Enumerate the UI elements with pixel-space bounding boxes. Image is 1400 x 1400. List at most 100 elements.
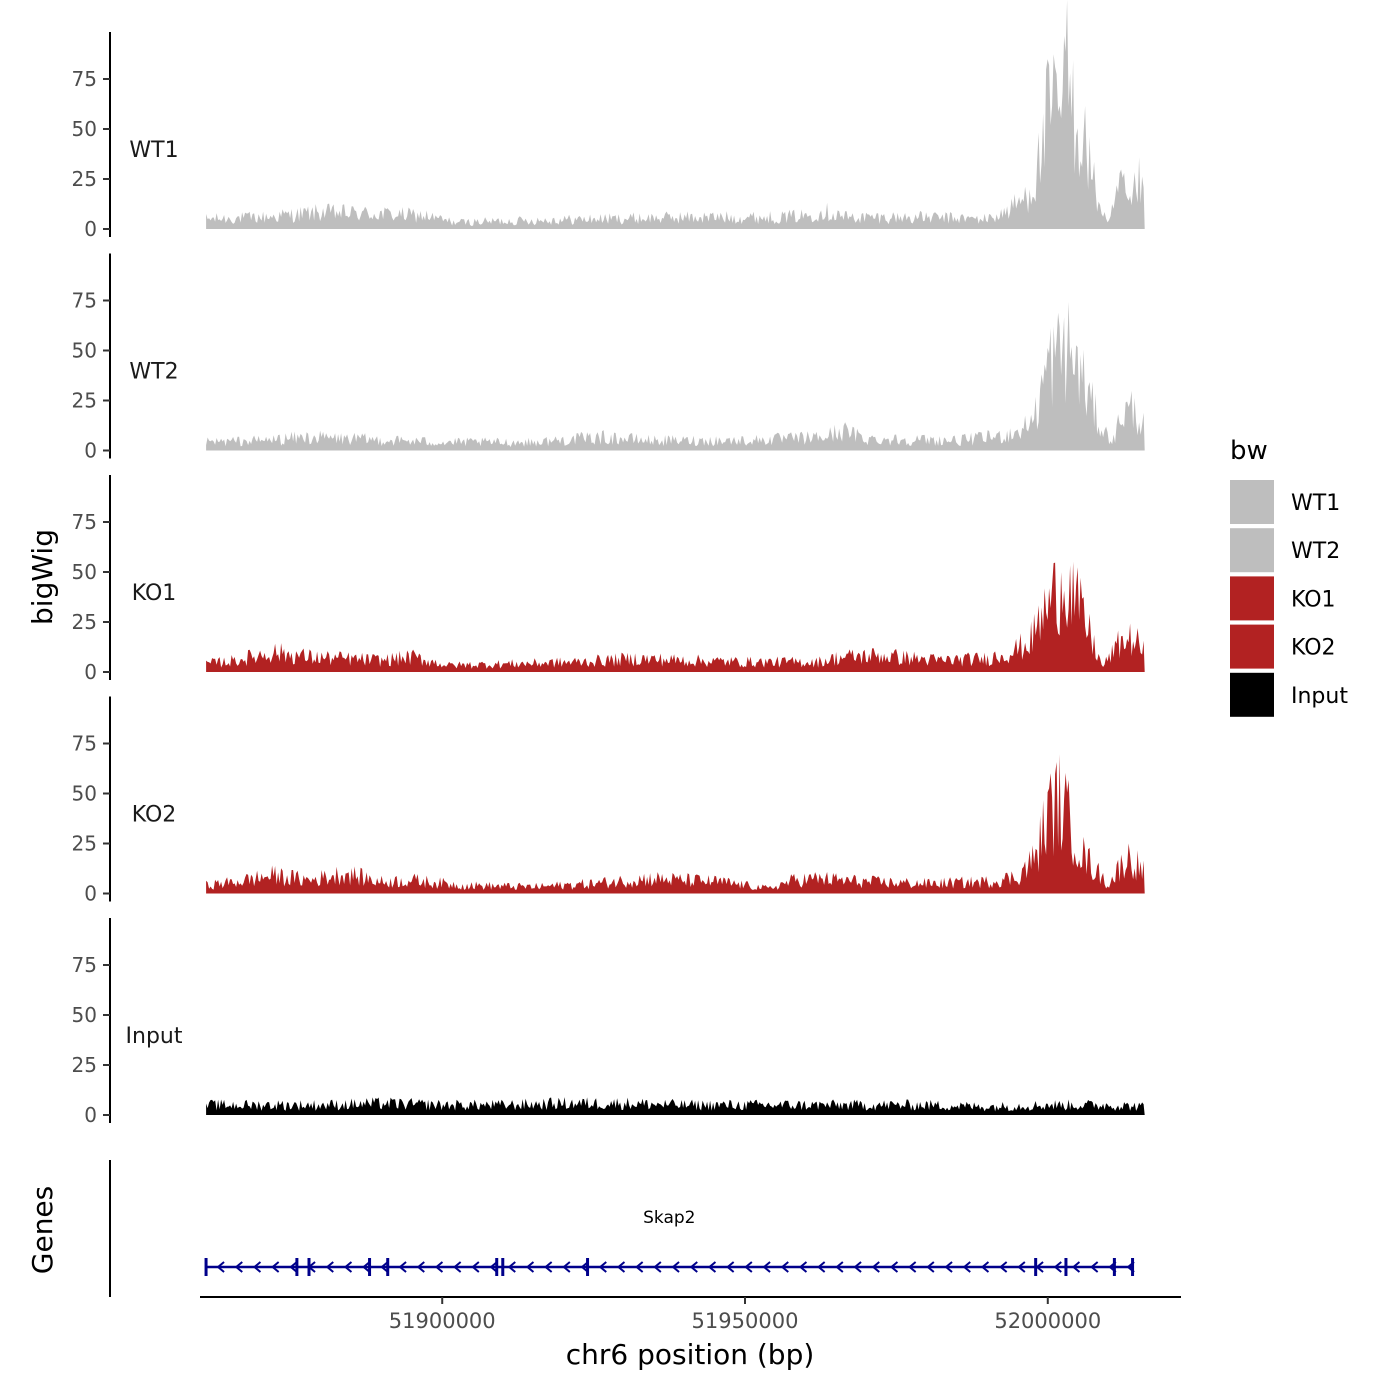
y-tick-label: 0 [84, 882, 97, 906]
strip-label-input: Input [126, 1024, 183, 1049]
y-tick-label: 75 [72, 67, 97, 91]
strand-arrow [635, 1261, 644, 1273]
strand-arrow [489, 1261, 498, 1273]
exon [586, 1258, 590, 1276]
strand-arrow [398, 1261, 407, 1273]
strand-arrow [671, 1261, 680, 1273]
legend: bw WT1 WT2 KO1 KO2 Input [1230, 436, 1348, 717]
x-tick-label: 52000000 [994, 1309, 1101, 1333]
strand-arrow [434, 1261, 444, 1273]
exon [1064, 1258, 1068, 1276]
strand-arrow [525, 1261, 535, 1273]
y-tick-label: 50 [72, 782, 97, 806]
y-tick-label: 50 [72, 560, 97, 584]
strand-arrow [1053, 1261, 1062, 1273]
strand-arrow [325, 1261, 334, 1273]
strand-arrow [871, 1261, 880, 1273]
gene-track: Skap2 [109, 1160, 1135, 1297]
y-tick-label: 0 [84, 217, 97, 241]
strip-label-ko1: KO1 [132, 581, 177, 606]
strand-arrow [234, 1261, 243, 1273]
strand-arrow [980, 1261, 990, 1273]
exon [501, 1258, 505, 1276]
panel-wt2: 0 25 50 75 WT2 [72, 253, 1145, 463]
strand-arrow [707, 1261, 717, 1273]
exon [368, 1258, 372, 1276]
legend-title: bw [1230, 436, 1268, 466]
legend-key-input [1230, 672, 1274, 717]
exon [1112, 1258, 1116, 1276]
y-tick-label: 75 [72, 732, 97, 756]
y-tick-label: 75 [72, 510, 97, 534]
strand-arrow [926, 1261, 935, 1273]
strand-arrow [962, 1261, 971, 1273]
y-tick-label: 75 [72, 953, 97, 977]
strand-arrow [471, 1261, 480, 1273]
legend-key-ko1 [1230, 576, 1274, 621]
coverage-area-input [206, 1097, 1145, 1115]
gene-skap2: Skap2 [204, 1208, 1135, 1276]
y-tick-label: 50 [72, 117, 97, 141]
strand-arrow [1017, 1261, 1026, 1273]
strand-arrow [889, 1261, 899, 1273]
strand-arrow [343, 1261, 353, 1273]
x-tick-label: 51950000 [692, 1309, 799, 1333]
strand-arrow [362, 1261, 371, 1273]
strand-arrow [252, 1261, 262, 1273]
strand-arrow [380, 1261, 389, 1273]
legend-label-wt2: WT2 [1291, 539, 1340, 564]
y-tick-label: 25 [72, 1053, 97, 1077]
strand-arrow [726, 1261, 735, 1273]
y-tick-label: 25 [72, 389, 97, 413]
strand-arrow [689, 1261, 698, 1273]
gene-label: Skap2 [643, 1208, 695, 1228]
y-tick-label: 25 [72, 832, 97, 856]
strand-arrow [1090, 1261, 1099, 1273]
y-tick-label: 50 [72, 339, 97, 363]
coverage-area-ko1 [206, 561, 1145, 672]
legend-key-wt1 [1230, 480, 1274, 524]
strand-arrow [544, 1261, 553, 1273]
strand-arrow [999, 1261, 1008, 1273]
strand-arrow [744, 1261, 753, 1273]
y-tick-label: 0 [84, 660, 97, 684]
strip-label-wt2: WT2 [129, 360, 178, 385]
strip-label-ko2: KO2 [132, 803, 177, 828]
legend-label-ko2: KO2 [1291, 636, 1336, 661]
strand-arrow [507, 1261, 516, 1273]
exon [386, 1258, 390, 1276]
strand-arrow [853, 1261, 862, 1273]
legend-label-wt1: WT1 [1291, 491, 1340, 516]
legend-key-wt2 [1230, 528, 1274, 573]
exon [307, 1258, 311, 1276]
exon [495, 1258, 499, 1276]
x-axis-title: chr6 position (bp) [566, 1338, 815, 1371]
gene-track-title: Genes [26, 1186, 59, 1274]
strand-arrow [271, 1261, 280, 1273]
coverage-area-wt1 [206, 0, 1145, 229]
x-axis: 51900000 51950000 52000000 [200, 1296, 1181, 1333]
strand-arrow [908, 1261, 917, 1273]
strip-label-wt1: WT1 [129, 138, 178, 163]
strand-arrow [616, 1261, 626, 1273]
y-tick-label: 25 [72, 167, 97, 191]
coverage-area-ko2 [206, 754, 1145, 894]
x-tick-label: 51900000 [389, 1309, 496, 1333]
y-tick-label: 0 [84, 439, 97, 463]
strand-arrow [835, 1261, 844, 1273]
strand-arrow [562, 1261, 571, 1273]
strand-arrow [453, 1261, 462, 1273]
y-tick-label: 0 [84, 1103, 97, 1127]
strand-arrow [416, 1261, 425, 1273]
exon [1131, 1258, 1135, 1276]
strand-arrow [598, 1261, 607, 1273]
strand-arrow [944, 1261, 953, 1273]
y-axis-title: bigWig [26, 529, 59, 625]
exon [295, 1258, 299, 1276]
signal-panels: 0 25 50 75 WT1 0 25 50 75 WT2 0 25 50 75 KO1 0 25 50 75 KO2… [72, 0, 1145, 1127]
exon [1034, 1258, 1038, 1276]
legend-key-ko2 [1230, 624, 1274, 669]
panel-ko2: 0 25 50 75 KO2 [72, 696, 1145, 906]
panel-ko1: 0 25 50 75 KO1 [72, 475, 1145, 684]
